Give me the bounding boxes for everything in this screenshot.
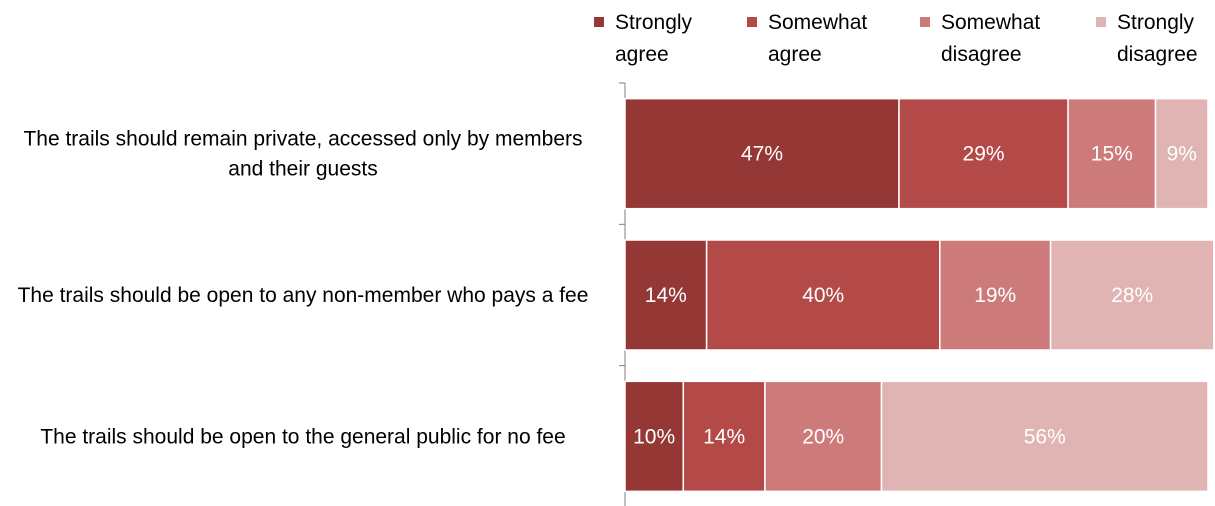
data-label: 19% (974, 284, 1016, 307)
data-label: 14% (645, 284, 687, 307)
legend: Strongly agree Somewhat agree Somewhat disagr… (594, 11, 1198, 66)
category-label: The trails should be open to any non-mem… (18, 284, 589, 307)
bar-segment-somewhat-agree (705, 239, 941, 351)
bar-segment-strongly-disagree (880, 380, 1209, 493)
bar-segment-somewhat-disagree (764, 380, 883, 493)
category-label: The trails should be open to the general… (40, 425, 565, 448)
legend-item-somewhat-disagree: Somewhat disagree (920, 11, 1040, 66)
category-axis (619, 82, 626, 506)
category-labels: The trails should remain private, access… (18, 128, 589, 449)
legend-label: Somewhat disagree (941, 11, 1040, 66)
bar-segment-strongly-agree (624, 380, 685, 493)
bar-labels: 47% 29% 15% 9% 14% 40% 19% 28% 10% 14% 20% 56% (633, 143, 1197, 449)
legend-item-strongly-agree: Strongly agree (594, 11, 693, 66)
legend-label: Strongly disagree (1117, 11, 1198, 66)
legend-swatch (747, 17, 757, 27)
bar-segment-somewhat-agree (898, 97, 1069, 210)
data-label: 20% (802, 425, 844, 448)
data-label: 10% (633, 425, 675, 448)
data-label: 56% (1024, 425, 1066, 448)
legend-swatch (594, 17, 604, 27)
legend-swatch (920, 17, 930, 27)
data-label: 40% (802, 284, 844, 307)
bar-segment-strongly-agree (624, 239, 708, 351)
bar-segment-strongly-disagree (1154, 97, 1209, 210)
legend-item-somewhat-agree: Somewhat agree (747, 11, 867, 66)
data-label: 47% (741, 143, 783, 166)
legend-swatch (1096, 17, 1106, 27)
data-label: 15% (1091, 143, 1133, 166)
bars (624, 97, 1215, 493)
bar-segment-somewhat-disagree (1067, 97, 1157, 210)
category-label: The trails should remain private, access… (23, 128, 582, 181)
data-label: 28% (1111, 284, 1153, 307)
legend-label: Strongly agree (615, 11, 693, 66)
data-label: 29% (963, 143, 1005, 166)
legend-label: Somewhat agree (768, 11, 867, 66)
data-label: 14% (703, 425, 745, 448)
legend-item-strongly-disagree: Strongly disagree (1096, 11, 1198, 66)
bar-segment-somewhat-agree (682, 380, 766, 493)
data-label: 9% (1167, 143, 1197, 166)
bar-segment-strongly-disagree (1049, 239, 1215, 351)
bar-segment-strongly-agree (624, 97, 900, 210)
